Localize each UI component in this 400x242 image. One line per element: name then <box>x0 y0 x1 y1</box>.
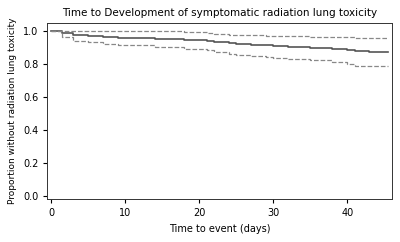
Y-axis label: Proportion without radiation lung toxicity: Proportion without radiation lung toxici… <box>8 18 17 204</box>
X-axis label: Time to event (days): Time to event (days) <box>169 224 270 234</box>
Title: Time to Development of symptomatic radiation lung toxicity: Time to Development of symptomatic radia… <box>62 8 377 18</box>
